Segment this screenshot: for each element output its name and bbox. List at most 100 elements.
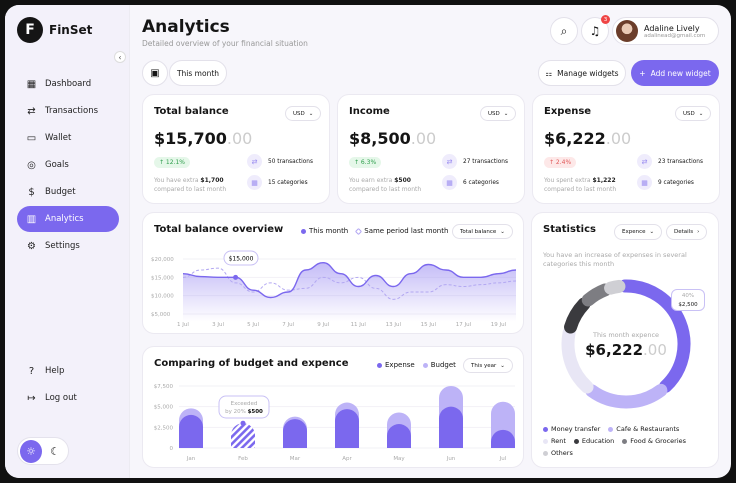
expense-bar	[491, 429, 515, 448]
legend-last-month: Same period last month	[355, 227, 448, 235]
y-tick-label: $2,500	[154, 425, 174, 431]
app-name: FinSet	[49, 23, 93, 37]
x-tick-label: Mar	[290, 456, 301, 462]
categories-count[interactable]: ▦ 15 categories	[247, 175, 327, 190]
logout-icon: ↦	[27, 392, 36, 404]
sidebar-item-analytics[interactable]: ▥ Analytics	[17, 206, 119, 232]
x-tick-label: Jun	[446, 456, 456, 462]
legend-item: Food & Groceries	[622, 437, 686, 445]
sidebar-item-help[interactable]: ? Help	[17, 358, 119, 384]
legend-item: Rent	[543, 437, 566, 445]
sidebar-item-budget[interactable]: $ Budget	[17, 179, 119, 205]
card-amount: $8,500.00	[349, 129, 437, 148]
currency-select[interactable]: USD ⌄	[285, 106, 322, 121]
expense-bar	[283, 419, 307, 448]
wallet-icon: ▭	[26, 132, 37, 144]
currency-select[interactable]: USD ⌄	[675, 106, 712, 121]
card-note: You have extra $1,700 compared to last mo…	[154, 177, 227, 193]
card-amount: $6,222.00	[544, 129, 632, 148]
period-select[interactable]: This month	[169, 60, 227, 86]
sidebar-item-dashboard[interactable]: ▦ Dashboard	[17, 71, 119, 97]
calendar-button[interactable]: ▣	[142, 60, 168, 86]
x-tick-label: 17 Jul	[456, 322, 472, 328]
dashboard-icon: ▦	[26, 78, 37, 90]
balance-line-chart: $20,000 $15,000 $10,000 $5,000 1 Jul 3 Jul 5 J…	[151, 250, 517, 328]
change-badge: ↑ 12.1%	[154, 157, 190, 168]
sidebar-item-transactions[interactable]: ⇄ Transactions	[17, 98, 119, 124]
overview-metric-select[interactable]: Total balance ⌄	[452, 224, 513, 239]
sidebar-item-label: Help	[45, 366, 65, 376]
donut-segment-education	[564, 297, 591, 334]
bell-icon: ♫	[589, 24, 601, 38]
budget-bar-chart: $7,500 $5,000 $2,500 0 Jan Feb Mar Apr May Jun Jul…	[154, 384, 515, 462]
categories-count[interactable]: ▦ 6 categories	[442, 175, 522, 190]
x-tick-label: Apr	[342, 456, 352, 462]
sidebar-item-label: Wallet	[45, 133, 72, 143]
add-widget-button[interactable]: + Add new widget	[631, 60, 719, 86]
card-amount: $15,700.00	[154, 129, 253, 148]
expense-donut-chart	[561, 279, 691, 409]
expense-bar	[231, 423, 255, 448]
chevron-down-icon: ⌄	[500, 228, 505, 235]
currency-select[interactable]: USD ⌄	[480, 106, 517, 121]
chevron-down-icon: ⌄	[500, 362, 505, 369]
logo[interactable]: F FinSet	[17, 17, 92, 43]
y-tick-label: $7,500	[154, 384, 174, 390]
statistics-type-select[interactable]: Expence ⌄	[614, 224, 663, 240]
sun-icon[interactable]: ☼	[20, 439, 42, 463]
x-tick-label: 15 Jul	[421, 322, 437, 328]
donut-segment-food-groceries	[581, 283, 612, 307]
budget-period-select[interactable]: This year ⌄	[463, 358, 513, 373]
chevron-down-icon: ⌄	[308, 110, 314, 117]
donut-segment-cafe-restaurants	[585, 383, 668, 409]
search-icon: ⌕	[560, 23, 568, 38]
y-tick-label: $10,000	[151, 294, 174, 300]
chevron-down-icon: ⌄	[503, 110, 509, 117]
sidebar-item-log-out[interactable]: ↦ Log out	[17, 385, 119, 411]
y-tick-label: $5,000	[154, 405, 174, 411]
summary-card-expense: Expense USD ⌄ $6,222.00 ↑ 2.4% You spent …	[532, 94, 720, 204]
calendar-icon: ▣	[150, 67, 160, 79]
manage-widgets-label: Manage widgets	[557, 68, 619, 78]
user-menu[interactable]: Adaline Lively adalinead@gmail.com	[612, 17, 719, 45]
y-tick-label: $5,000	[151, 312, 171, 318]
chevron-down-icon: ⌄	[698, 110, 704, 117]
x-tick-label: 11 Jul	[351, 322, 367, 328]
search-button[interactable]: ⌕	[550, 17, 578, 45]
categories-count[interactable]: ▦ 9 categories	[637, 175, 717, 190]
expense-bar	[335, 409, 359, 448]
moon-icon[interactable]: ☾	[50, 444, 60, 458]
notifications-button[interactable]: ♫ 3	[581, 15, 610, 45]
transactions-count[interactable]: ⇄ 50 transactions	[247, 154, 327, 169]
details-button[interactable]: Details ›	[666, 224, 708, 240]
donut-center-amount: $6,222.00	[585, 341, 667, 359]
plus-icon: +	[639, 68, 646, 78]
sidebar-item-goals[interactable]: ◎ Goals	[17, 152, 119, 178]
budget-comparison-card: Comparing of budget and expence Expense …	[142, 346, 524, 468]
sidebar-item-label: Budget	[45, 187, 76, 197]
donut-tooltip: 40% $2,500	[671, 289, 705, 311]
manage-widgets-button[interactable]: ⚏ Manage widgets	[538, 60, 626, 86]
transactions-count[interactable]: ⇄ 27 transactions	[442, 154, 522, 169]
x-tick-label: Feb	[238, 456, 248, 462]
card-title: Statistics	[543, 224, 596, 235]
change-badge: ↑ 6.3%	[349, 157, 382, 168]
sidebar-item-settings[interactable]: ⚙ Settings	[17, 233, 119, 259]
legend-item: Money transfer	[543, 425, 600, 433]
summary-card-income: Income USD ⌄ $8,500.00 ↑ 6.3% You earn ex…	[337, 94, 525, 204]
transfer-icon: ⇄	[442, 154, 457, 169]
categories-icon: ▦	[442, 175, 457, 190]
highlight-point	[240, 420, 246, 426]
card-note: You spent extra $1,222 compared to last m…	[544, 177, 617, 193]
expense-bar	[439, 406, 463, 448]
legend-item: Cafe & Restaurants	[608, 425, 679, 433]
x-tick-label: 3 Jul	[212, 322, 224, 328]
statistics-card: Statistics Expence ⌄ Details › You have an…	[531, 212, 719, 468]
collapse-sidebar-button[interactable]: ‹	[114, 51, 126, 63]
tooltip-line1: Exceeded	[231, 401, 258, 407]
sidebar-item-wallet[interactable]: ▭ Wallet	[17, 125, 119, 151]
x-tick-label: 13 Jul	[386, 322, 402, 328]
user-name: Adaline Lively	[644, 23, 700, 33]
transactions-count[interactable]: ⇄ 23 transactions	[637, 154, 717, 169]
theme-toggle[interactable]: ☼ ☾	[17, 437, 69, 465]
